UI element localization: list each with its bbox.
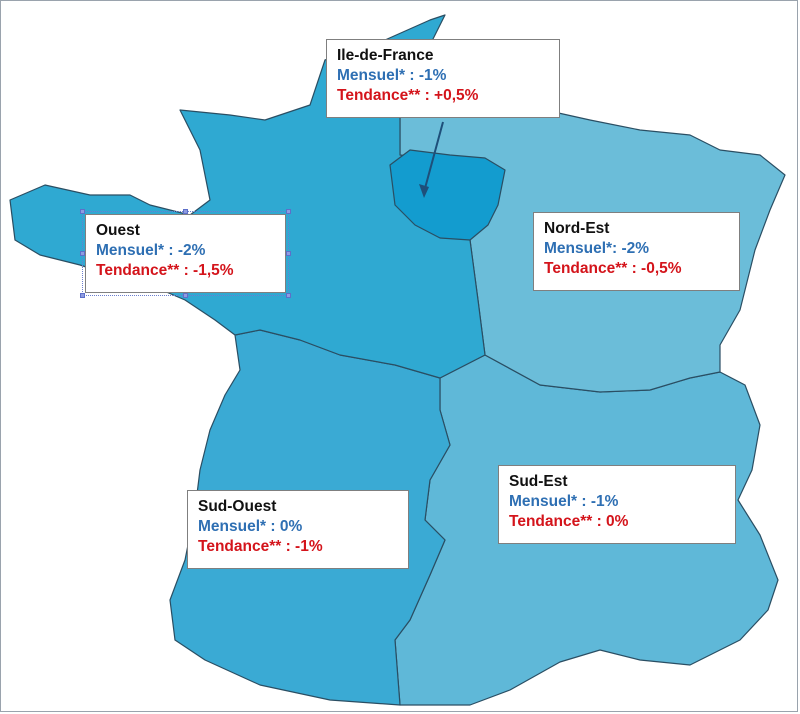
label-nord-est: Nord-Est Mensuel*: -2% Tendance** : -0,5… <box>533 212 740 291</box>
mensuel-value: Mensuel*: -2% <box>544 240 650 257</box>
label-ouest[interactable]: Ouest Mensuel* : -2% Tendance** : -1,5% <box>85 214 286 293</box>
mensuel-value: Mensuel* : 0% <box>198 518 303 535</box>
mensuel-value: Mensuel* : -2% <box>96 242 206 259</box>
resize-handle[interactable] <box>80 293 85 298</box>
resize-handle[interactable] <box>183 209 188 214</box>
resize-handle[interactable] <box>286 293 291 298</box>
resize-handle[interactable] <box>286 251 291 256</box>
mensuel-value: Mensuel* : -1% <box>509 493 619 510</box>
label-sud-ouest: Sud-Ouest Mensuel* : 0% Tendance** : -1% <box>187 490 409 569</box>
resize-handle[interactable] <box>80 209 85 214</box>
tendance-value: Tendance** : -1% <box>198 538 323 555</box>
idf-pointer-arrow <box>423 121 444 193</box>
tendance-value: Tendance** : -0,5% <box>544 260 682 277</box>
resize-handle[interactable] <box>286 209 291 214</box>
idf-pointer-arrowhead <box>419 184 429 198</box>
mensuel-value: Mensuel* : -1% <box>337 67 447 84</box>
resize-handle[interactable] <box>80 251 85 256</box>
tendance-value: Tendance** : +0,5% <box>337 87 479 104</box>
tendance-value: Tendance** : 0% <box>509 513 629 530</box>
region-name: Nord-Est <box>544 220 610 237</box>
region-name: Ouest <box>96 222 140 239</box>
label-sud-est: Sud-Est Mensuel* : -1% Tendance** : 0% <box>498 465 736 544</box>
region-ile-de-france[interactable] <box>389 149 506 241</box>
tendance-value: Tendance** : -1,5% <box>96 262 234 279</box>
region-name: Sud-Ouest <box>198 498 277 515</box>
label-ile-de-france: Ile-de-France Mensuel* : -1% Tendance** … <box>326 39 560 118</box>
region-name: Sud-Est <box>509 473 568 490</box>
resize-handle[interactable] <box>183 293 188 298</box>
region-name: Ile-de-France <box>337 47 434 64</box>
